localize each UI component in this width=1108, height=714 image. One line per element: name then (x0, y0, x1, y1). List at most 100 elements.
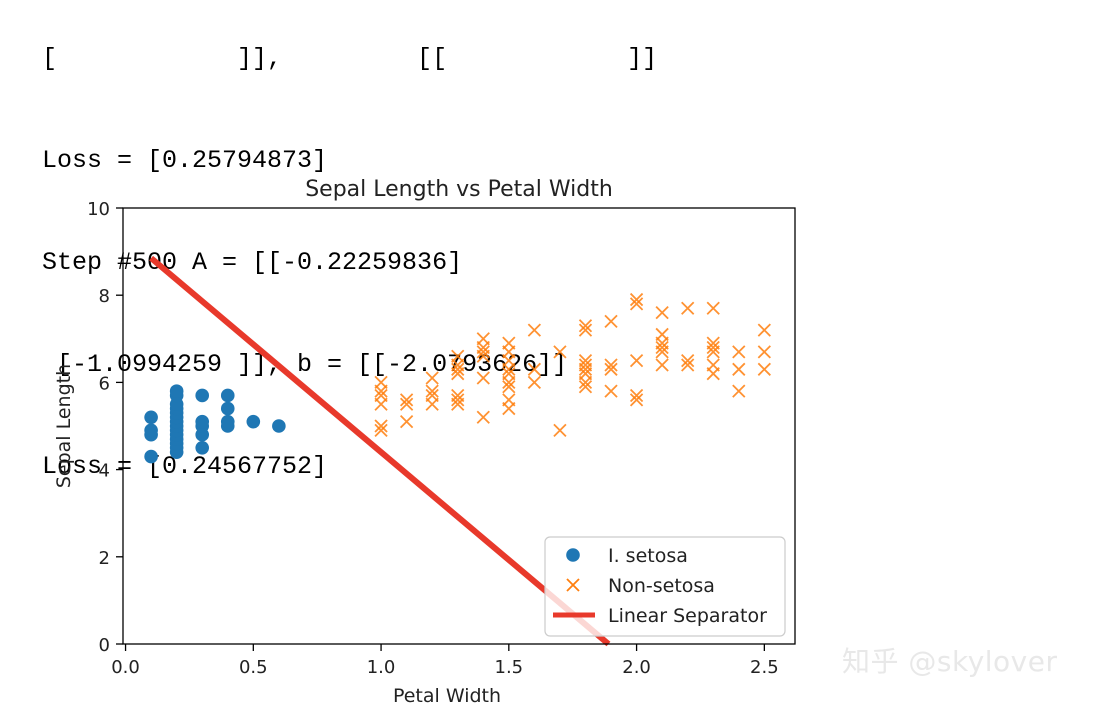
non-setosa-point (578, 353, 593, 368)
setosa-point (272, 419, 286, 433)
non-setosa-point (732, 345, 746, 359)
non-setosa-point (502, 336, 516, 350)
console-line: Step #500 A = [[-0.22259836] (42, 248, 463, 277)
non-setosa-point (757, 362, 771, 376)
non-setosa-point (578, 323, 593, 337)
y-tick-label: 10 (87, 199, 110, 220)
non-setosa-point (451, 362, 465, 376)
non-setosa-point (706, 301, 720, 315)
legend-non-setosa-marker (566, 578, 580, 592)
y-tick-label: 2 (99, 548, 110, 569)
y-axis-label: Sepal Length (53, 364, 75, 488)
non-setosa-point (629, 388, 644, 403)
non-setosa-point (399, 393, 414, 407)
non-setosa-point (527, 375, 542, 390)
legend-non-setosa-label: Non-setosa (608, 575, 715, 597)
setosa-point (169, 384, 184, 398)
setosa-point (195, 388, 210, 403)
y-tick-label: 4 (99, 461, 110, 482)
y-tick-label: 8 (99, 286, 110, 307)
non-setosa-point (629, 292, 644, 307)
non-setosa-point (527, 323, 542, 337)
x-tick-label: 2.5 (750, 657, 779, 678)
x-tick-label: 1.0 (367, 657, 396, 678)
x-tick-label: 1.5 (495, 657, 524, 678)
non-setosa-point (553, 423, 567, 437)
setosa-point (144, 423, 158, 438)
non-setosa-point (553, 345, 567, 359)
watermark: 知乎 @skylover (842, 645, 1058, 678)
non-setosa-point (604, 314, 618, 328)
non-setosa-point (681, 358, 695, 372)
non-setosa-point (502, 380, 516, 394)
y-tick-label: 0 (99, 635, 110, 656)
non-setosa-point (425, 388, 439, 403)
console-output: [ ]], [[ ]] Loss = [0.25794873] Step #50… (42, 0, 657, 518)
setosa-point (220, 388, 235, 403)
non-setosa-point (681, 301, 695, 315)
non-setosa-point (655, 306, 669, 320)
non-setosa-point (629, 297, 644, 311)
non-setosa-point (655, 327, 669, 342)
setosa-point (144, 410, 158, 425)
non-setosa-point (604, 384, 618, 398)
setosa-point (246, 414, 261, 429)
non-setosa-point (706, 336, 720, 350)
non-setosa-point (655, 358, 669, 372)
non-setosa-point (655, 340, 669, 355)
non-setosa-point (451, 388, 465, 403)
non-setosa-point (425, 371, 439, 385)
legend-setosa-marker (566, 548, 580, 562)
legend-separator-label: Linear Separator (608, 605, 767, 627)
setosa-point (195, 441, 210, 455)
legend-box (544, 536, 786, 637)
separator-line (149, 255, 611, 647)
non-setosa-point (374, 375, 388, 390)
non-setosa-point (629, 393, 644, 407)
non-setosa-point (527, 362, 542, 376)
x-tick-label: 2.0 (622, 657, 651, 678)
console-partial-line: [ ]], [[ ]] (42, 44, 658, 73)
non-setosa-point (476, 345, 490, 359)
non-setosa-point (399, 397, 414, 411)
non-setosa-point (374, 419, 388, 433)
setosa-point (195, 414, 210, 429)
non-setosa-point (451, 349, 465, 363)
x-tick-label: 0.5 (239, 657, 268, 678)
non-setosa-point (476, 332, 490, 346)
non-setosa-point (476, 371, 490, 385)
non-setosa-point (374, 388, 388, 403)
setosa-point (220, 401, 235, 416)
y-tick-label: 6 (99, 373, 110, 394)
non-setosa-point (374, 423, 388, 437)
x-axis-label: Petal Width (393, 685, 501, 707)
setosa-point (220, 414, 235, 429)
setosa-point (144, 449, 158, 464)
non-setosa-point (502, 393, 516, 407)
non-setosa-point (757, 323, 771, 337)
non-setosa-point (629, 353, 644, 368)
legend-setosa-label: I. setosa (608, 545, 688, 567)
non-setosa-point (451, 393, 465, 407)
non-setosa-point (399, 415, 414, 429)
non-setosa-point (604, 362, 618, 376)
non-setosa-point (476, 410, 490, 424)
non-setosa-point (732, 362, 746, 376)
non-setosa-point (706, 358, 720, 372)
plot-frame (122, 207, 796, 645)
non-setosa-point (732, 384, 746, 398)
console-line: [-1.0994259 ]], b = [[-2.0793626]] (42, 350, 568, 379)
non-setosa-point (502, 367, 516, 381)
non-setosa-point (578, 319, 593, 333)
non-setosa-point (757, 345, 771, 359)
console-line: Loss = [0.25794873] (42, 146, 328, 175)
non-setosa-point (681, 353, 695, 368)
non-setosa-point (578, 358, 593, 372)
chart-title: Sepal Length vs Petal Width (305, 177, 613, 202)
non-setosa-point (578, 380, 593, 394)
x-tick-label: 0.0 (111, 657, 140, 678)
non-setosa-point (604, 358, 618, 372)
non-setosa-point (425, 384, 439, 398)
non-setosa-point (706, 340, 720, 355)
